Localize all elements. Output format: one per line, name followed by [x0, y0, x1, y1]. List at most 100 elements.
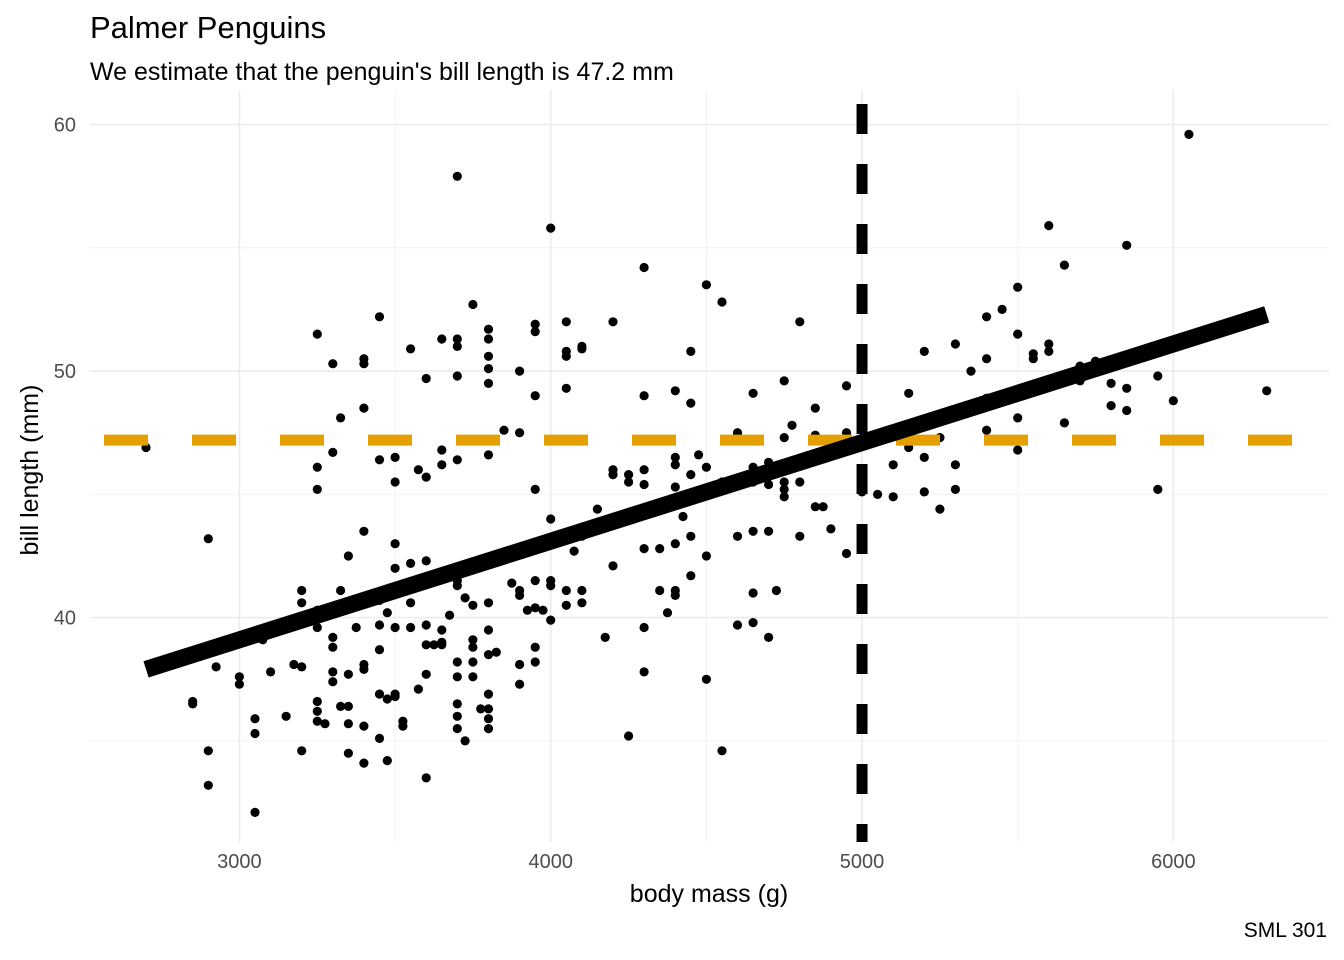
- data-point: [406, 622, 416, 633]
- data-point: [343, 719, 353, 729]
- data-point: [483, 625, 494, 635]
- data-point: [701, 280, 712, 290]
- data-point: [771, 585, 782, 596]
- data-point: [577, 585, 587, 596]
- data-point: [406, 598, 416, 608]
- data-point: [468, 600, 478, 610]
- data-point: [670, 386, 680, 396]
- data-point: [421, 373, 431, 384]
- data-point: [904, 388, 914, 398]
- data-point: [639, 622, 649, 633]
- y-tick-label: 60: [54, 115, 76, 137]
- data-point: [328, 677, 338, 687]
- data-point: [888, 460, 898, 470]
- data-point: [437, 625, 447, 635]
- data-point: [569, 546, 579, 556]
- data-point: [779, 376, 789, 386]
- data-point: [390, 563, 400, 573]
- data-point: [1044, 339, 1054, 349]
- data-point: [343, 748, 353, 758]
- data-point: [997, 304, 1007, 314]
- data-point: [670, 585, 680, 596]
- data-point: [546, 615, 556, 625]
- data-point: [561, 383, 571, 393]
- data-point: [203, 534, 213, 544]
- data-point: [452, 724, 462, 734]
- data-point: [452, 171, 462, 181]
- data-point: [390, 622, 400, 633]
- data-point: [297, 662, 307, 672]
- data-point: [522, 605, 533, 615]
- data-point: [211, 662, 221, 672]
- data-point: [608, 561, 618, 571]
- data-point: [982, 425, 992, 435]
- data-point: [359, 664, 369, 675]
- data-point: [1059, 418, 1069, 428]
- data-point: [359, 526, 369, 536]
- data-point: [289, 659, 299, 670]
- data-point: [476, 704, 486, 714]
- data-point: [297, 746, 307, 756]
- data-point: [359, 403, 369, 413]
- data-point: [460, 593, 470, 603]
- data-point: [452, 371, 462, 381]
- data-point: [1122, 240, 1132, 250]
- x-axis-title: body mass (g): [630, 880, 788, 908]
- data-point: [468, 635, 478, 645]
- data-point: [694, 450, 704, 460]
- data-point: [483, 650, 494, 660]
- data-point: [1059, 260, 1069, 270]
- data-point: [1153, 371, 1163, 381]
- data-point: [787, 420, 797, 430]
- data-point: [1044, 221, 1054, 231]
- data-point: [359, 758, 369, 768]
- y-tick-label: 50: [54, 361, 76, 383]
- data-point: [639, 391, 649, 401]
- data-point: [686, 346, 696, 356]
- x-tick-label: 4000: [528, 851, 573, 873]
- data-point: [499, 425, 509, 435]
- chart-caption: SML 301: [1243, 919, 1327, 942]
- data-point: [328, 447, 338, 457]
- data-point: [779, 492, 789, 502]
- data-point: [515, 428, 525, 438]
- data-point: [748, 588, 758, 598]
- data-point: [398, 716, 408, 726]
- data-point: [483, 351, 494, 361]
- data-point: [950, 460, 961, 470]
- data-point: [624, 470, 634, 480]
- data-point: [374, 455, 385, 465]
- data-point: [1013, 445, 1023, 455]
- data-point: [592, 504, 603, 514]
- data-point: [546, 576, 556, 586]
- data-point: [717, 297, 727, 307]
- data-point: [515, 366, 525, 376]
- data-point: [437, 460, 447, 470]
- data-point: [1013, 282, 1023, 292]
- data-point: [686, 398, 696, 408]
- data-point: [982, 312, 992, 322]
- data-point: [748, 388, 758, 398]
- data-point: [841, 381, 852, 391]
- data-point: [701, 674, 712, 684]
- data-point: [950, 484, 961, 494]
- data-point: [359, 359, 369, 369]
- data-point: [483, 364, 494, 374]
- data-point: [888, 492, 898, 502]
- data-point: [483, 450, 494, 460]
- data-point: [561, 346, 571, 356]
- data-point: [779, 433, 789, 443]
- data-point: [608, 317, 618, 327]
- data-point: [452, 657, 462, 667]
- data-point: [312, 462, 322, 472]
- data-point: [1013, 329, 1023, 339]
- data-point: [491, 647, 501, 657]
- data-point: [639, 544, 649, 554]
- data-point: [421, 556, 431, 566]
- data-point: [374, 689, 385, 699]
- data-point: [421, 640, 431, 650]
- data-point: [452, 699, 462, 709]
- data-point: [452, 455, 462, 465]
- data-point: [561, 585, 571, 596]
- data-point: [530, 327, 540, 337]
